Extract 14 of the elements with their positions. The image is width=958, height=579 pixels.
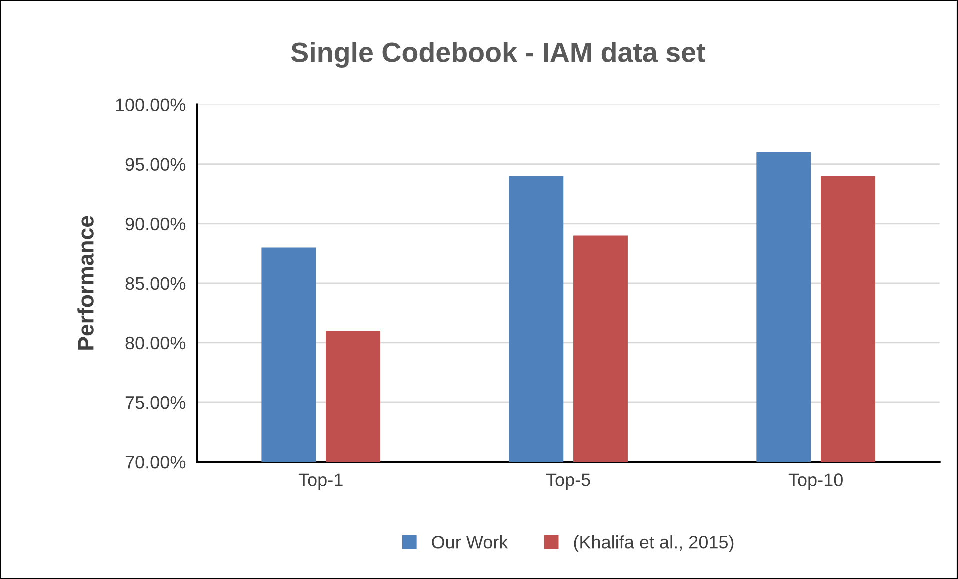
y-tick-label: 100.00%: [116, 98, 186, 112]
x-tick-label: Top-10: [788, 474, 843, 490]
legend-label: Our Work: [432, 536, 508, 549]
y-tick-label: 90.00%: [126, 218, 186, 231]
chart-title: Single Codebook - IAM data set: [291, 42, 706, 68]
x-tick-label: Top-5: [546, 474, 590, 490]
y-tick-label: 85.00%: [126, 277, 186, 290]
x-tick-label: Top-1: [298, 474, 343, 490]
y-axis-title: Performance: [78, 216, 94, 350]
y-tick-label: 70.00%: [126, 456, 186, 469]
legend-label: (Khalifa et al., 2015): [574, 536, 734, 552]
y-tick-label: 95.00%: [126, 158, 186, 172]
y-tick-label: 80.00%: [126, 336, 186, 350]
y-tick-label: 75.00%: [126, 396, 186, 410]
